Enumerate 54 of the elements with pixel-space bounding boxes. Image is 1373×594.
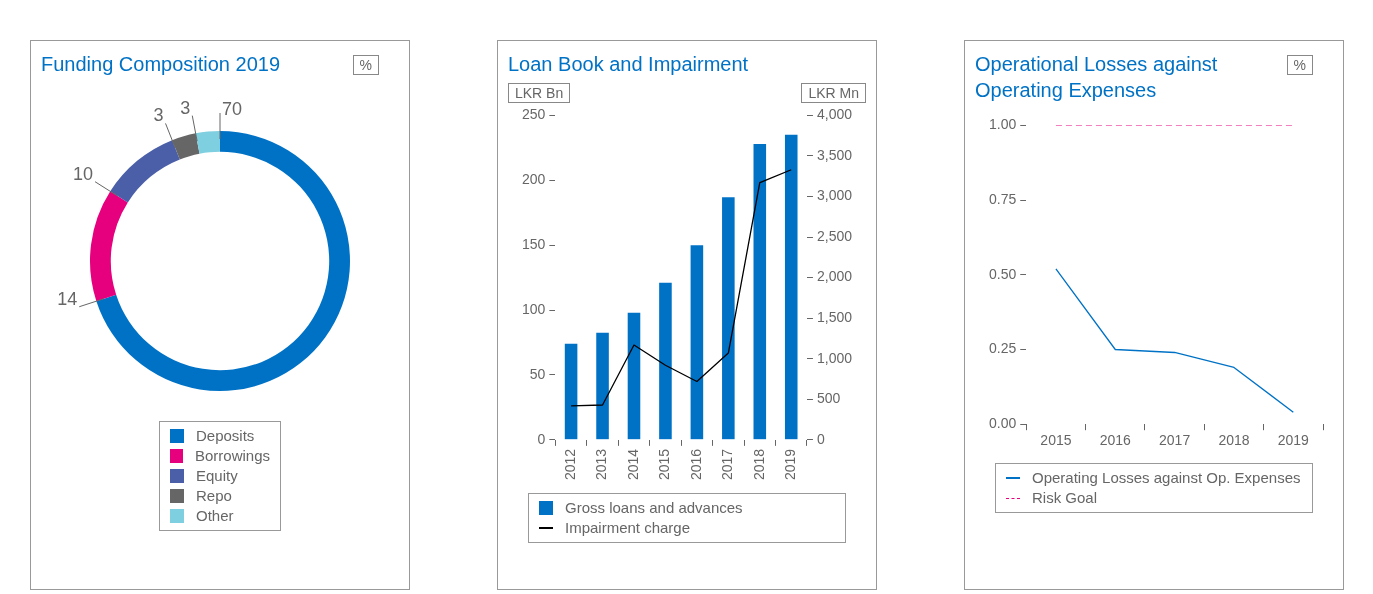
x-tick-label: 2014: [624, 448, 641, 481]
y2-tick-label: 3,000: [816, 187, 853, 204]
y2-tick-label: 500: [816, 390, 841, 407]
y2-tick-label: 4,000: [816, 106, 853, 123]
y2-axis-title: LKR Mn: [801, 83, 866, 103]
x-tick-label: 2018: [750, 448, 767, 481]
y2-tick-label: 0: [816, 430, 825, 447]
legend-label: Equity: [196, 466, 238, 486]
y2-tick-label: 1,500: [816, 309, 853, 326]
y-tick-label: 150: [522, 236, 546, 253]
data-label: 3: [153, 105, 164, 126]
y-tick-label: 0.00: [989, 415, 1017, 432]
chart-title: Funding Composition 2019: [41, 52, 282, 77]
data-label: 3: [180, 97, 191, 118]
x-tick-label: 2015: [656, 448, 673, 481]
x-tick-label: 2016: [687, 448, 704, 481]
legend-label: Risk Goal: [1032, 488, 1098, 508]
legend-label: Repo: [196, 486, 232, 506]
text: %: [1286, 55, 1313, 75]
y2-tick-label: 2,000: [816, 268, 853, 285]
y-tick-label: 200: [522, 171, 546, 188]
x-tick-label: 2019: [1277, 432, 1310, 449]
legend-label: Impairment charge: [565, 518, 691, 538]
legend-label: Borrowings: [194, 446, 270, 466]
legend-label: Gross loans and advances: [565, 498, 743, 518]
x-tick-label: 2019: [782, 448, 799, 481]
data-label: 10: [73, 163, 94, 184]
y-axis-title: LKR Bn: [508, 83, 571, 103]
y-tick-label: 0: [537, 430, 546, 447]
y-tick-label: 0.75: [989, 190, 1017, 207]
y-tick-label: 50: [529, 365, 546, 382]
y2-tick-label: 3,500: [816, 146, 853, 163]
x-tick-label: 2013: [593, 448, 610, 481]
chart-title: Operational Losses against Operating Expenses: [975, 52, 1219, 103]
y-tick-label: 0.50: [989, 265, 1017, 282]
y-tick-label: 1.00: [989, 116, 1017, 133]
legend-label: Deposits: [196, 426, 255, 446]
x-tick-label: 2016: [1099, 432, 1132, 449]
y2-tick-label: 2,500: [816, 227, 853, 244]
x-tick-label: 2017: [1159, 432, 1191, 449]
y2-tick-label: 1,000: [816, 349, 853, 366]
x-tick-label: 2015: [1040, 432, 1072, 449]
y-tick-label: 100: [522, 300, 546, 317]
legend-label: Other: [196, 506, 234, 526]
x-tick-label: 2017: [719, 448, 736, 481]
x-tick-label: 2018: [1218, 432, 1250, 449]
data-label: 70: [222, 98, 243, 119]
y-tick-label: 250: [522, 106, 546, 123]
text: %: [352, 55, 379, 75]
legend-label: Operating Losses against Op. Expenses: [1032, 468, 1301, 488]
x-tick-label: 2012: [561, 448, 578, 481]
y-tick-label: 0.25: [989, 340, 1017, 357]
data-label: 14: [57, 288, 78, 309]
chart-title: Loan Book and Impairment: [508, 52, 750, 77]
